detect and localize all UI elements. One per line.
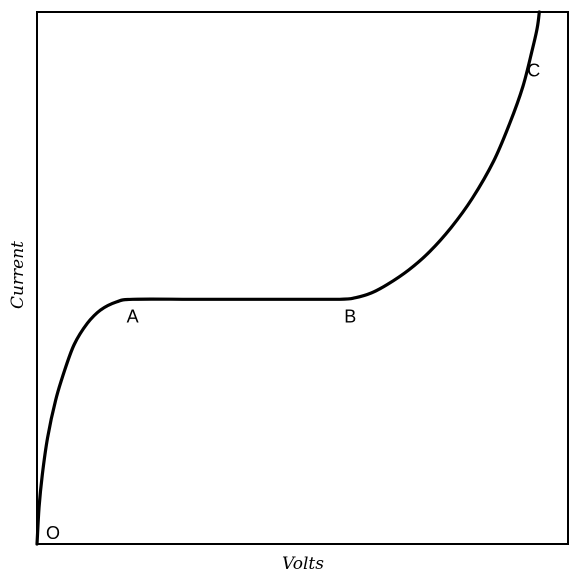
- plot-frame: [36, 11, 569, 545]
- y-axis-label: Current: [8, 241, 28, 309]
- point-labels: O A B C: [46, 61, 540, 544]
- point-label-b: B: [344, 306, 356, 326]
- point-label-o: O: [46, 523, 60, 543]
- series-line: [35, 10, 541, 546]
- point-label-a: A: [127, 306, 139, 326]
- point-label-c: C: [527, 61, 540, 81]
- x-axis-label: Volts: [282, 554, 324, 574]
